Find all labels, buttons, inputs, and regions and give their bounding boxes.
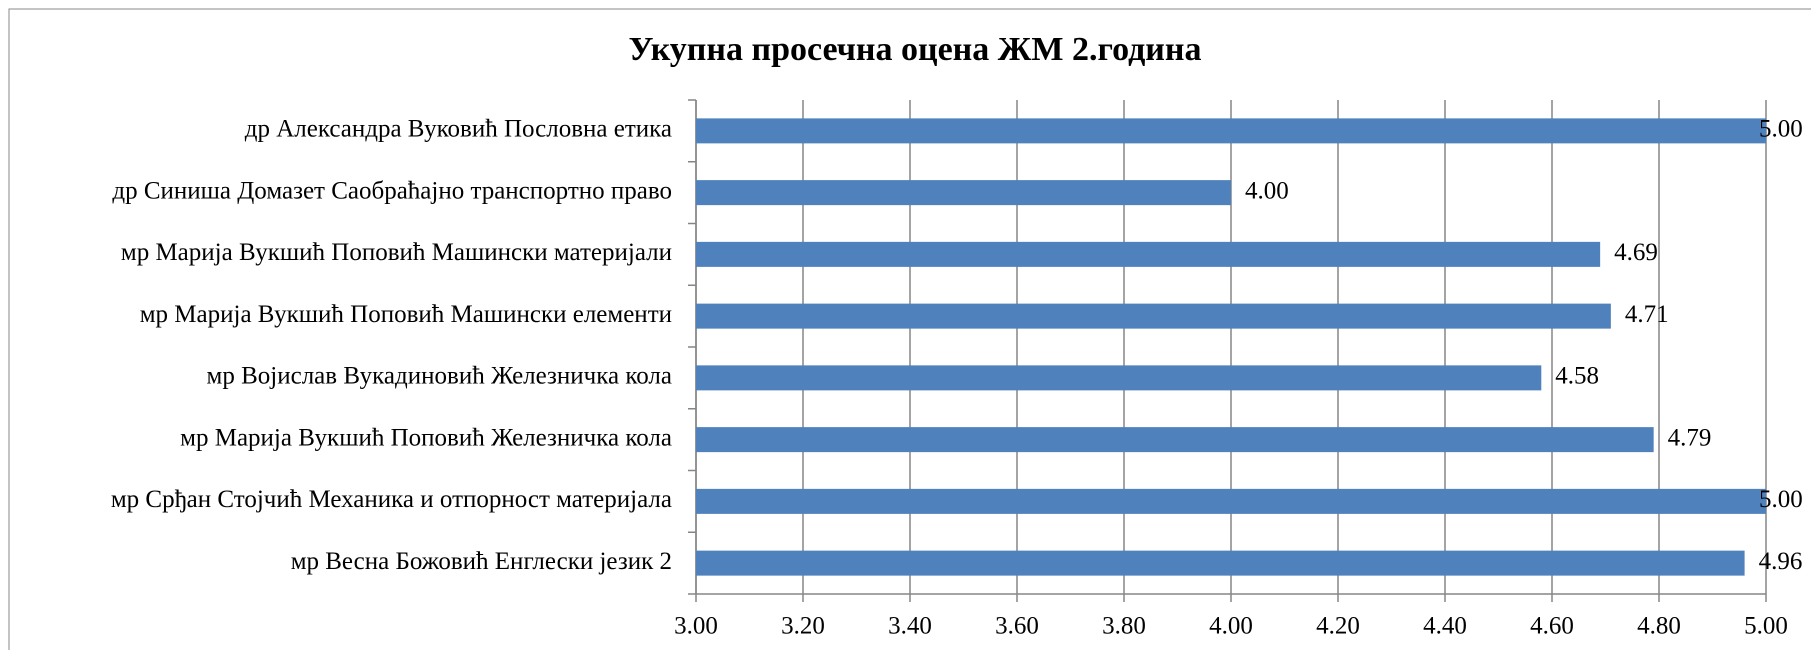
- chart-title: Укупна просечна оцена ЖМ 2.година: [629, 31, 1202, 68]
- y-tick-label: мр Марија Вукшић Поповић Железничка кола: [180, 424, 672, 451]
- data-label: 4.69: [1614, 239, 1658, 266]
- x-tick-label: 5.00: [1744, 613, 1788, 640]
- y-tick-label: мр Весна Божовић Енглески језик 2: [291, 548, 672, 575]
- x-tick-label: 4.60: [1530, 613, 1574, 640]
- bar: [696, 427, 1654, 453]
- data-label: 4.79: [1668, 424, 1712, 451]
- data-label: 4.71: [1625, 301, 1669, 328]
- x-tick-label: 3.80: [1102, 613, 1146, 640]
- data-label: 4.00: [1245, 177, 1289, 204]
- data-label: 4.58: [1555, 363, 1599, 390]
- x-tick-label: 3.40: [888, 613, 932, 640]
- x-tick-label: 3.20: [781, 613, 825, 640]
- bar: [696, 365, 1542, 391]
- y-tick-label: др Александра Вуковић Пословна етика: [245, 116, 672, 143]
- y-tick-label: др Синиша Домазет Саобраћајно транспортн…: [112, 177, 672, 204]
- bar: [696, 303, 1611, 329]
- bar: [696, 180, 1231, 206]
- data-label: 5.00: [1759, 486, 1803, 513]
- y-tick-label: мр Војислав Вукадиновић Железничка кола: [207, 363, 672, 390]
- bar: [696, 241, 1601, 267]
- y-tick-label: мр Марија Вукшић Поповић Машински матери…: [121, 239, 672, 266]
- data-label: 5.00: [1759, 116, 1803, 143]
- bar: [696, 488, 1766, 514]
- bar: [696, 550, 1745, 576]
- x-tick-label: 4.20: [1316, 613, 1360, 640]
- x-tick-label: 4.00: [1209, 613, 1253, 640]
- data-label: 4.96: [1759, 548, 1803, 575]
- x-tick-label: 3.00: [674, 613, 718, 640]
- x-tick-label: 4.80: [1637, 613, 1681, 640]
- y-tick-label: мр Марија Вукшић Поповић Машински елемен…: [140, 301, 672, 328]
- bar: [696, 118, 1766, 144]
- x-tick-label: 3.60: [995, 613, 1039, 640]
- x-tick-label: 4.40: [1423, 613, 1467, 640]
- y-tick-label: мр Срђан Стојчић Механика и отпорност ма…: [111, 486, 672, 513]
